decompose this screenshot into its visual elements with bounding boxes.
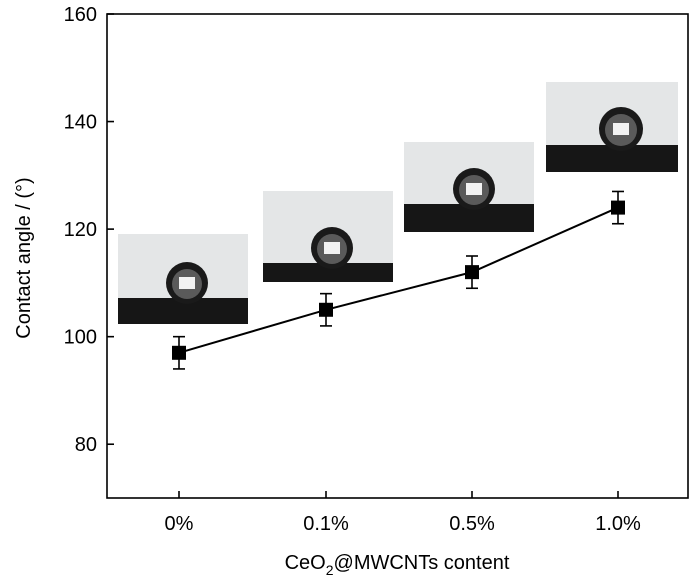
axes: 80 100 120 140 160 0% 0.1% 0.5% 1.0% bbox=[64, 4, 689, 535]
droplet-inset bbox=[263, 191, 393, 282]
droplet-highlight bbox=[324, 242, 340, 254]
y-tick-label: 120 bbox=[64, 219, 97, 241]
x-tick-label: 0% bbox=[165, 513, 194, 535]
series bbox=[172, 190, 625, 370]
y-axis-title: Contact angle / (°) bbox=[13, 177, 35, 338]
x-axis-title: CeO2@MWCNTs content bbox=[285, 552, 510, 578]
inset-substrate bbox=[546, 145, 678, 172]
droplet-highlight bbox=[179, 277, 195, 289]
y-tick-label: 140 bbox=[64, 112, 97, 134]
x-tick-label: 0.5% bbox=[449, 513, 495, 535]
data-point bbox=[172, 345, 186, 360]
droplet-inset bbox=[404, 142, 534, 232]
inset-substrate bbox=[263, 263, 393, 282]
x-axis-title-subscript: 2 bbox=[326, 562, 334, 578]
plot-frame bbox=[106, 13, 689, 499]
droplet-inset bbox=[118, 234, 248, 324]
droplet-insets bbox=[118, 82, 678, 324]
x-tick-label: 1.0% bbox=[595, 513, 641, 535]
data-point bbox=[319, 302, 333, 317]
axis-labels: Contact angle / (°) CeO2@MWCNTs content bbox=[13, 177, 510, 578]
droplet-highlight bbox=[613, 123, 629, 135]
y-tick-label: 160 bbox=[64, 4, 97, 26]
data-point bbox=[611, 200, 625, 215]
y-tick-label: 80 bbox=[75, 434, 97, 456]
droplet-inset bbox=[546, 82, 678, 172]
x-tick-label: 0.1% bbox=[303, 513, 349, 535]
data-point bbox=[465, 265, 479, 280]
droplet-highlight bbox=[466, 183, 482, 195]
y-tick-label: 100 bbox=[64, 327, 97, 349]
series-line bbox=[178, 206, 619, 354]
